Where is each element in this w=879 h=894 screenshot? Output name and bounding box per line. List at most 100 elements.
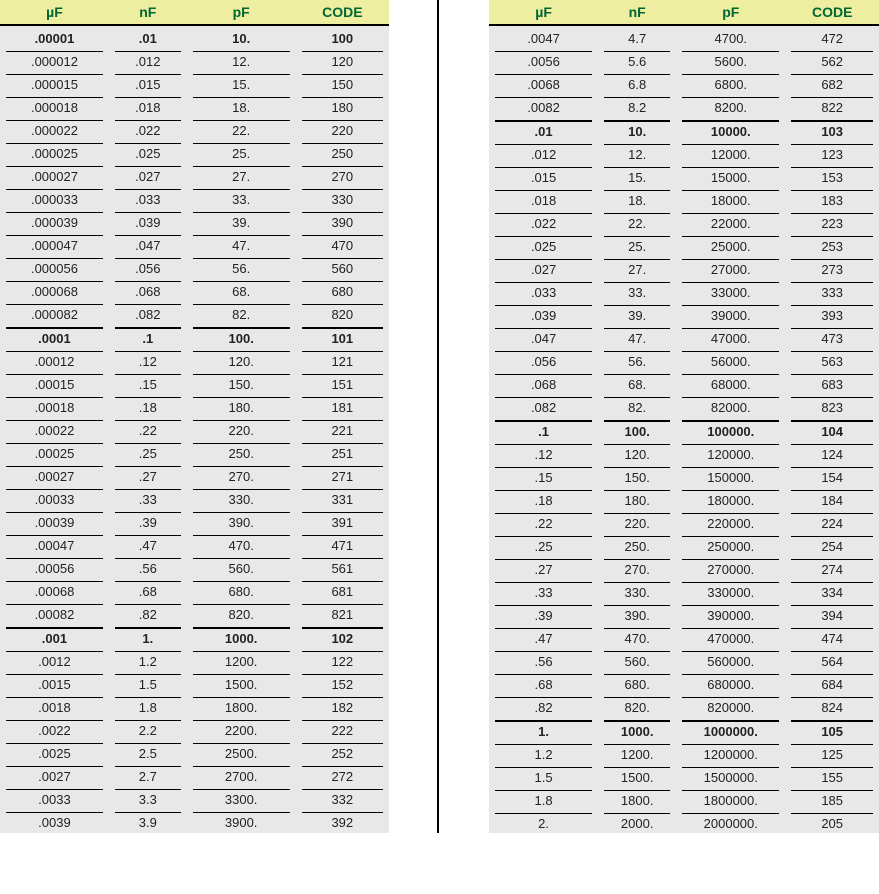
cell-nf: 2000. <box>598 810 676 833</box>
cell-value: 220. <box>604 513 670 531</box>
cell-value: 250. <box>604 536 670 554</box>
table-row: .82820.820000.824 <box>489 694 879 717</box>
table-row: .00222.22200.222 <box>0 717 389 740</box>
cell-value: 220 <box>302 120 383 138</box>
cell-uf: .0018 <box>0 694 109 717</box>
col-header-nf: nF <box>598 0 676 25</box>
cell-uf: .033 <box>489 279 598 302</box>
cell-code: 151 <box>296 371 389 394</box>
cell-value: 100 <box>302 29 383 46</box>
cell-value: 1000. <box>604 720 670 739</box>
cell-pf: 220. <box>187 417 296 440</box>
cell-value: .82 <box>115 604 181 622</box>
cell-value: .018 <box>495 190 592 208</box>
cell-value: .000047 <box>6 235 103 253</box>
cell-uf: .22 <box>489 510 598 533</box>
cell-code: 271 <box>296 463 389 486</box>
cell-nf: 47. <box>598 325 676 348</box>
cell-pf: 3300. <box>187 786 296 809</box>
cell-value: 224 <box>791 513 873 531</box>
cell-value: 68000. <box>682 374 779 392</box>
cell-value: 470 <box>302 235 383 253</box>
cell-uf: .1 <box>489 417 598 441</box>
cell-pf: 330000. <box>676 579 785 602</box>
cell-code: 391 <box>296 509 389 532</box>
cell-value: .0082 <box>495 97 592 115</box>
table-row: .02525.25000.253 <box>489 233 879 256</box>
cell-code: 184 <box>785 487 879 510</box>
cell-value: 274 <box>791 559 873 577</box>
cell-value: 1000. <box>193 627 290 646</box>
cell-code: 471 <box>296 532 389 555</box>
cell-uf: .00056 <box>0 555 109 578</box>
cell-uf: .68 <box>489 671 598 694</box>
cell-value: .0033 <box>6 789 103 807</box>
cell-value: .022 <box>495 213 592 231</box>
cell-value: 3900. <box>193 812 290 830</box>
table-row: .0001.1100.101 <box>0 324 389 348</box>
table-row: .000039.03939.390 <box>0 209 389 232</box>
cell-value: 12. <box>604 144 670 162</box>
cell-pf: 68. <box>187 278 296 301</box>
cell-value: .0012 <box>6 651 103 669</box>
cell-value: 820 <box>302 304 383 322</box>
cell-value: .00033 <box>6 489 103 507</box>
cell-pf: 3900. <box>187 809 296 832</box>
cell-value: 824 <box>791 697 873 715</box>
cell-value: .015 <box>115 74 181 92</box>
cell-nf: 560. <box>598 648 676 671</box>
cell-value: .00068 <box>6 581 103 599</box>
cell-uf: 1.5 <box>489 764 598 787</box>
table-row: .000025.02525.250 <box>0 140 389 163</box>
cell-value: .012 <box>495 144 592 162</box>
cell-value: 3.3 <box>115 789 181 807</box>
cell-uf: .00025 <box>0 440 109 463</box>
cell-nf: 470. <box>598 625 676 648</box>
cell-value: .00025 <box>6 443 103 461</box>
cell-uf: .012 <box>489 141 598 164</box>
cell-value: .12 <box>495 444 592 462</box>
cell-nf: .82 <box>109 601 187 624</box>
cell-value: 150. <box>604 467 670 485</box>
cell-value: 820. <box>604 697 670 715</box>
cell-pf: 82. <box>187 301 296 324</box>
cell-uf: .000039 <box>0 209 109 232</box>
cell-uf: .015 <box>489 164 598 187</box>
cell-value: .001 <box>6 627 103 646</box>
cell-pf: 150000. <box>676 464 785 487</box>
cell-value: .22 <box>495 513 592 531</box>
cell-pf: 12. <box>187 48 296 71</box>
cell-uf: .039 <box>489 302 598 325</box>
cell-value: 2. <box>495 813 592 831</box>
table-row: .00333.33300.332 <box>0 786 389 809</box>
cell-value: .000022 <box>6 120 103 138</box>
cell-value: 1800. <box>604 790 670 808</box>
cell-value: 334 <box>791 582 873 600</box>
cell-value: .22 <box>115 420 181 438</box>
cell-nf: .015 <box>109 71 187 94</box>
cell-uf: .000025 <box>0 140 109 163</box>
cell-value: 25. <box>193 143 290 161</box>
cell-value: .025 <box>115 143 181 161</box>
table-row: .39390.390000.394 <box>489 602 879 625</box>
cell-value: .000027 <box>6 166 103 184</box>
cell-value: 47000. <box>682 328 779 346</box>
table-row: .25250.250000.254 <box>489 533 879 556</box>
cell-pf: 120000. <box>676 441 785 464</box>
cell-code: 180 <box>296 94 389 117</box>
cell-nf: .012 <box>109 48 187 71</box>
cell-pf: 270000. <box>676 556 785 579</box>
cell-code: 562 <box>785 48 879 71</box>
cell-code: 182 <box>296 694 389 717</box>
cell-uf: .01 <box>489 117 598 141</box>
capacitor-table-right: µF nF pF CODE .00474.74700.472.00565.656… <box>489 0 879 833</box>
cell-nf: 180. <box>598 487 676 510</box>
cell-uf: .00068 <box>0 578 109 601</box>
cell-uf: .00039 <box>0 509 109 532</box>
cell-value: 222 <box>302 720 383 738</box>
col-header-nf: nF <box>109 0 187 25</box>
cell-value: .0015 <box>6 674 103 692</box>
cell-nf: 2.2 <box>109 717 187 740</box>
cell-pf: 820. <box>187 601 296 624</box>
cell-code: 272 <box>296 763 389 786</box>
